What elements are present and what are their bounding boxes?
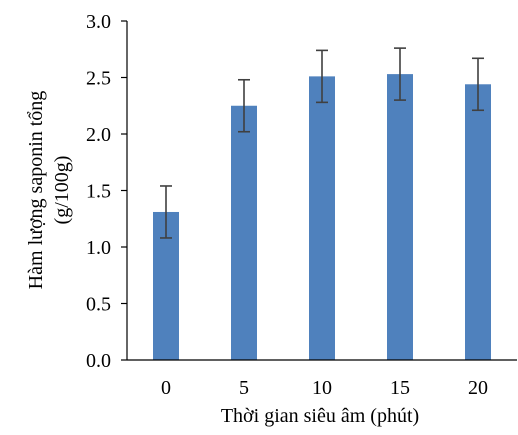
- error-bars: [160, 47, 484, 239]
- error-bar-20: [472, 57, 484, 112]
- x-tick-labels: 0 5 10 15 20: [161, 377, 488, 399]
- bar-5: [231, 105, 257, 360]
- y-tick-label: 1.0: [86, 237, 111, 259]
- y-tick-label: 2.0: [86, 124, 111, 146]
- bar-10: [309, 76, 335, 361]
- error-bar-5: [238, 78, 250, 133]
- bars: [153, 74, 491, 361]
- x-tick-label: 20: [468, 377, 488, 399]
- x-tick-label: 15: [390, 377, 410, 399]
- error-bar-10: [316, 49, 328, 104]
- y-axis-title-line2: (g/100g): [51, 156, 73, 225]
- error-bar-0: [160, 185, 172, 239]
- x-tick-label: 0: [161, 377, 171, 399]
- y-axis-title: Hàm lượng saponin tổng (g/100g): [25, 91, 73, 290]
- x-tick-label: 10: [312, 377, 332, 399]
- x-tick-label: 5: [239, 377, 249, 399]
- error-bar-15: [394, 47, 406, 101]
- y-tick-label: 1.5: [86, 181, 111, 203]
- y-tick-label: 3.0: [86, 11, 111, 33]
- x-axis-title: Thời gian siêu âm (phút): [221, 405, 419, 427]
- y-tick-label: 0.5: [86, 294, 111, 316]
- y-tick-labels: 0.0 0.5 1.0 1.5 2.0 2.5 3.0: [86, 11, 127, 372]
- y-tick-label: 0.0: [86, 350, 111, 372]
- y-tick-label: 2.5: [86, 68, 111, 90]
- y-axis-title-line1: Hàm lượng saponin tổng: [25, 91, 47, 290]
- bar-20: [465, 84, 491, 360]
- bar-15: [387, 74, 413, 361]
